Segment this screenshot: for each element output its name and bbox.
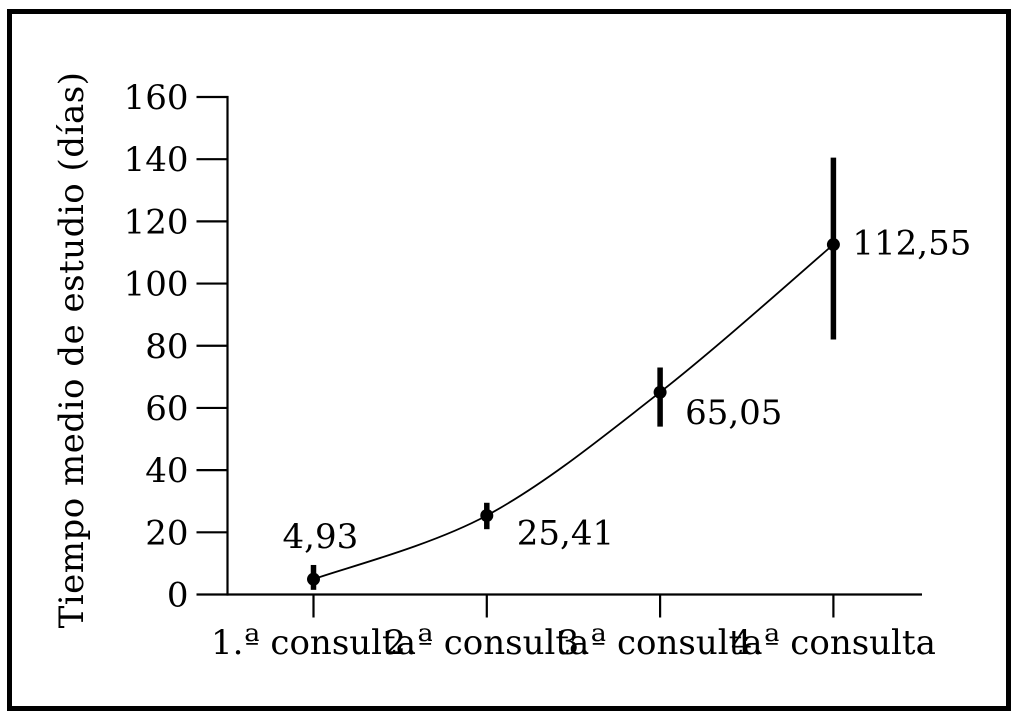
data-value-label: 112,55 [852,224,971,264]
data-point-marker [653,385,667,399]
data-value-label: 65,05 [685,393,782,433]
y-tick-label: 100 [124,265,189,305]
y-tick-label: 80 [145,327,188,367]
x-category-label: 4.ª consulta [731,623,936,663]
y-tick-label: 160 [124,78,189,118]
figure-frame [7,9,1011,711]
data-point-marker [826,238,840,252]
x-category-label: 1.ª consulta [211,623,416,663]
x-category-label: 2.ª consulta [384,623,589,663]
trend-curve [313,243,834,581]
data-value-label: 25,41 [517,513,614,553]
data-point-marker [307,572,320,586]
y-tick-label: 20 [145,513,188,553]
y-tick-label: 40 [145,451,188,491]
x-category-label: 3.ª consulta [558,623,763,663]
y-tick-label: 120 [124,202,189,242]
y-tick-label: 0 [167,576,189,616]
data-value-label: 4,93 [283,517,359,557]
y-tick-label: 140 [124,140,189,180]
y-tick-label: 60 [145,389,188,429]
data-point-marker [480,508,494,522]
